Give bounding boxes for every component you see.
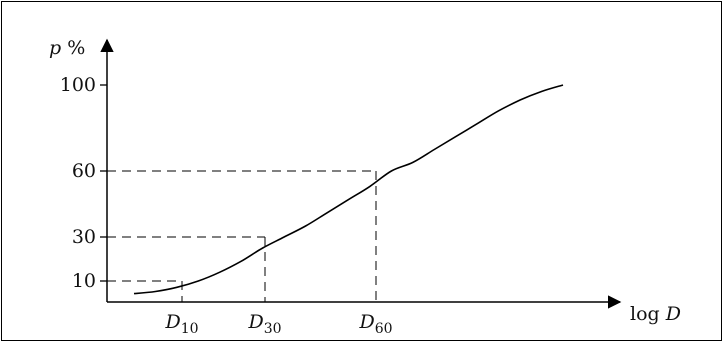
y-axis-label: p % (49, 37, 85, 59)
distribution-curve (133, 84, 564, 295)
x-tick-label: D30 (247, 311, 281, 337)
x-tick-label: D10 (164, 311, 198, 337)
x-tick-label: D60 (358, 311, 392, 337)
y-tick-label: 60 (72, 160, 96, 182)
x-axis-label: log D (630, 303, 681, 325)
guide-lines (107, 170, 377, 302)
x-ticks: D10 D30 D60 (164, 311, 392, 337)
y-ticks: 100 60 30 10 (60, 74, 107, 292)
y-tick-label: 100 (60, 74, 96, 96)
y-tick-label: 10 (72, 270, 96, 292)
y-tick-label: 30 (72, 226, 96, 248)
